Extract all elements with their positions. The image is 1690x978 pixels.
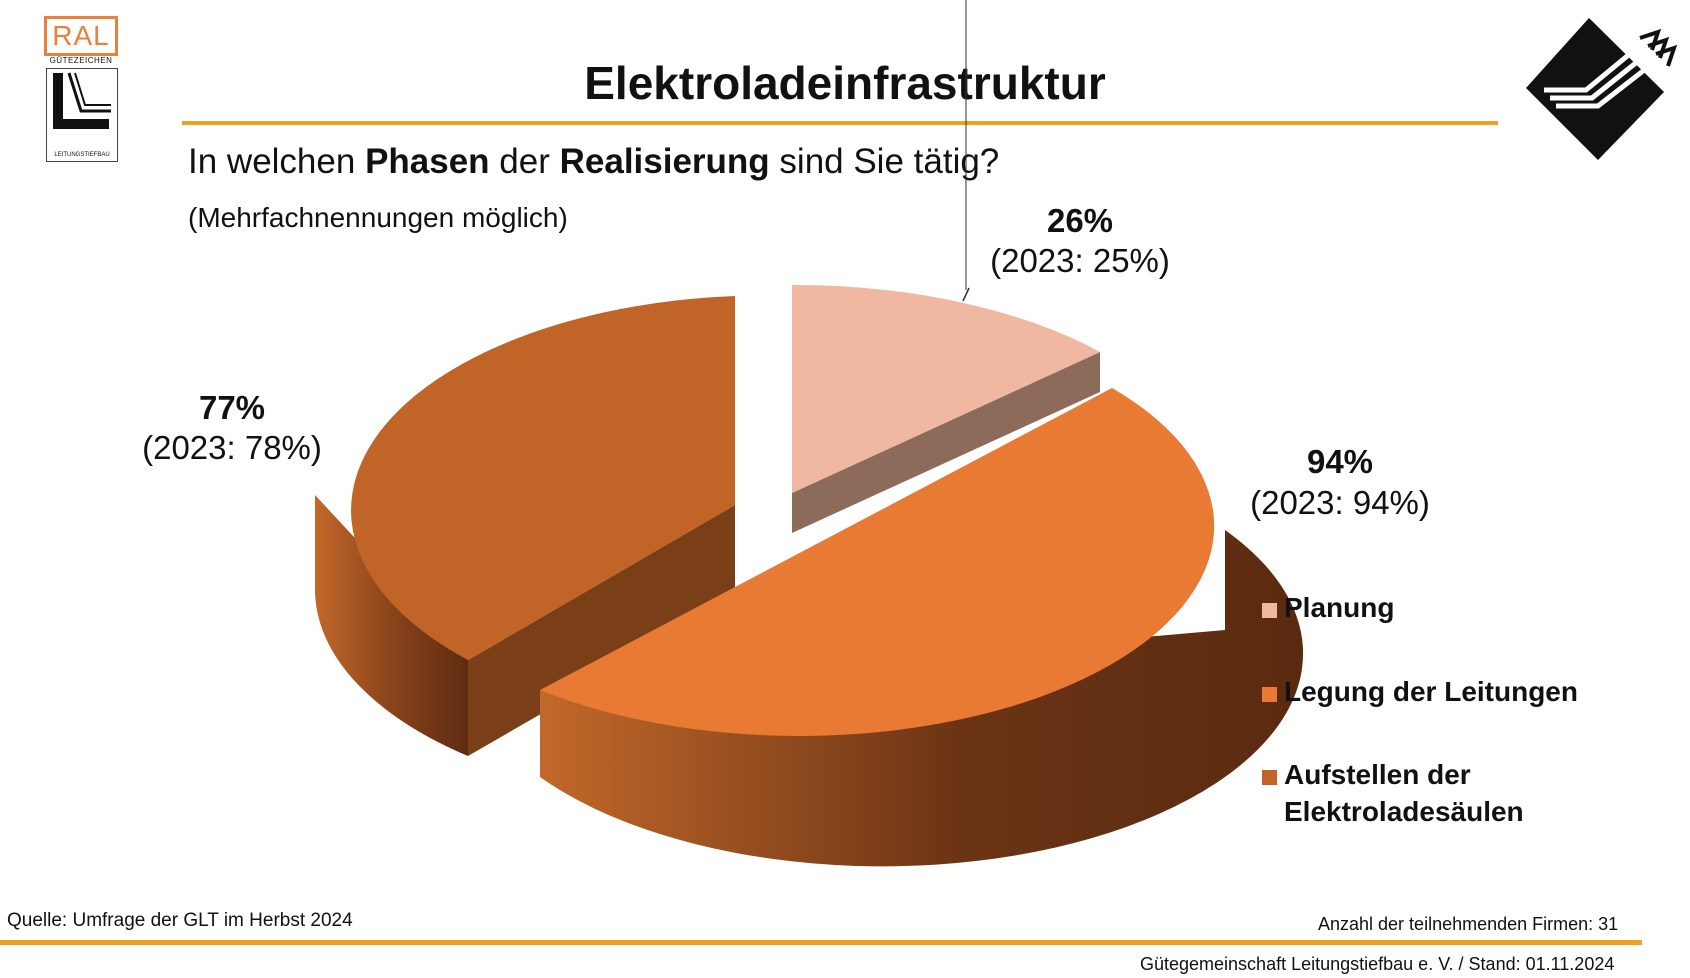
survey-question: In welchen Phasen der Realisierung sind …: [188, 142, 999, 182]
page-title: Elektroladeinfrastruktur: [584, 57, 1106, 109]
legung-previous-label: (2023: 94%): [1250, 484, 1430, 521]
question-part: der: [489, 142, 560, 181]
legung-value-label: 94%: [1306, 443, 1374, 480]
ral-emblem: LEITUNGSTIEFBAU: [46, 68, 118, 162]
planung-value-label: 26%: [1046, 202, 1114, 239]
pie-slice-legung: [540, 388, 1304, 867]
question-part-bold: Realisierung: [559, 142, 770, 181]
participants-count: Anzahl der teilnehmenden Firmen: 31: [1318, 914, 1619, 934]
question-part: In welchen: [188, 142, 366, 181]
source-note: Quelle: Umfrage der GLT im Herbst 2024: [7, 910, 353, 931]
ral-logo: RAL GÜTEZEICHEN LEITUNGSTIEFBAU: [44, 16, 118, 162]
pie-slice-aufstellen: [315, 296, 735, 756]
publisher-footer: Gütegemeinschaft Leitungstiefbau e. V. /…: [1140, 954, 1615, 974]
question-part-bold: Phasen: [365, 142, 490, 181]
pie-slice-planung: [792, 284, 1100, 533]
ral-logo-subtitle: GÜTEZEICHEN: [49, 56, 113, 65]
legend-swatch-legung: [1262, 687, 1277, 702]
ral-emblem-caption: LEITUNGSTIEFBAU: [54, 152, 110, 158]
planung-previous-label: (2023: 25%): [990, 242, 1170, 279]
title-divider: [182, 121, 1498, 125]
aufstellen-value-label: 77%: [198, 389, 266, 426]
legend-label-planung: Planung: [1284, 592, 1395, 623]
footer-divider: [0, 940, 1642, 945]
aufstellen-previous-label: (2023: 78%): [142, 429, 322, 466]
legend-label-legung: Legung der Leitungen: [1284, 676, 1578, 707]
ral-emblem-icon: [53, 72, 111, 129]
multiple-answers-note: (Mehrfachnennungen möglich): [188, 202, 568, 233]
legend-swatch-planung: [1262, 603, 1277, 618]
legend-label-aufstellen-line1: Aufstellen der: [1284, 759, 1471, 790]
brand-logo-icon: [1526, 18, 1678, 160]
ral-logo-text: RAL: [44, 16, 118, 56]
legend-label-aufstellen-line2: Elektroladesäulen: [1284, 796, 1524, 827]
planung-leader-line: [962, 287, 970, 302]
legend-swatch-aufstellen: [1262, 770, 1277, 785]
question-part: sind Sie tätig?: [769, 142, 1000, 181]
